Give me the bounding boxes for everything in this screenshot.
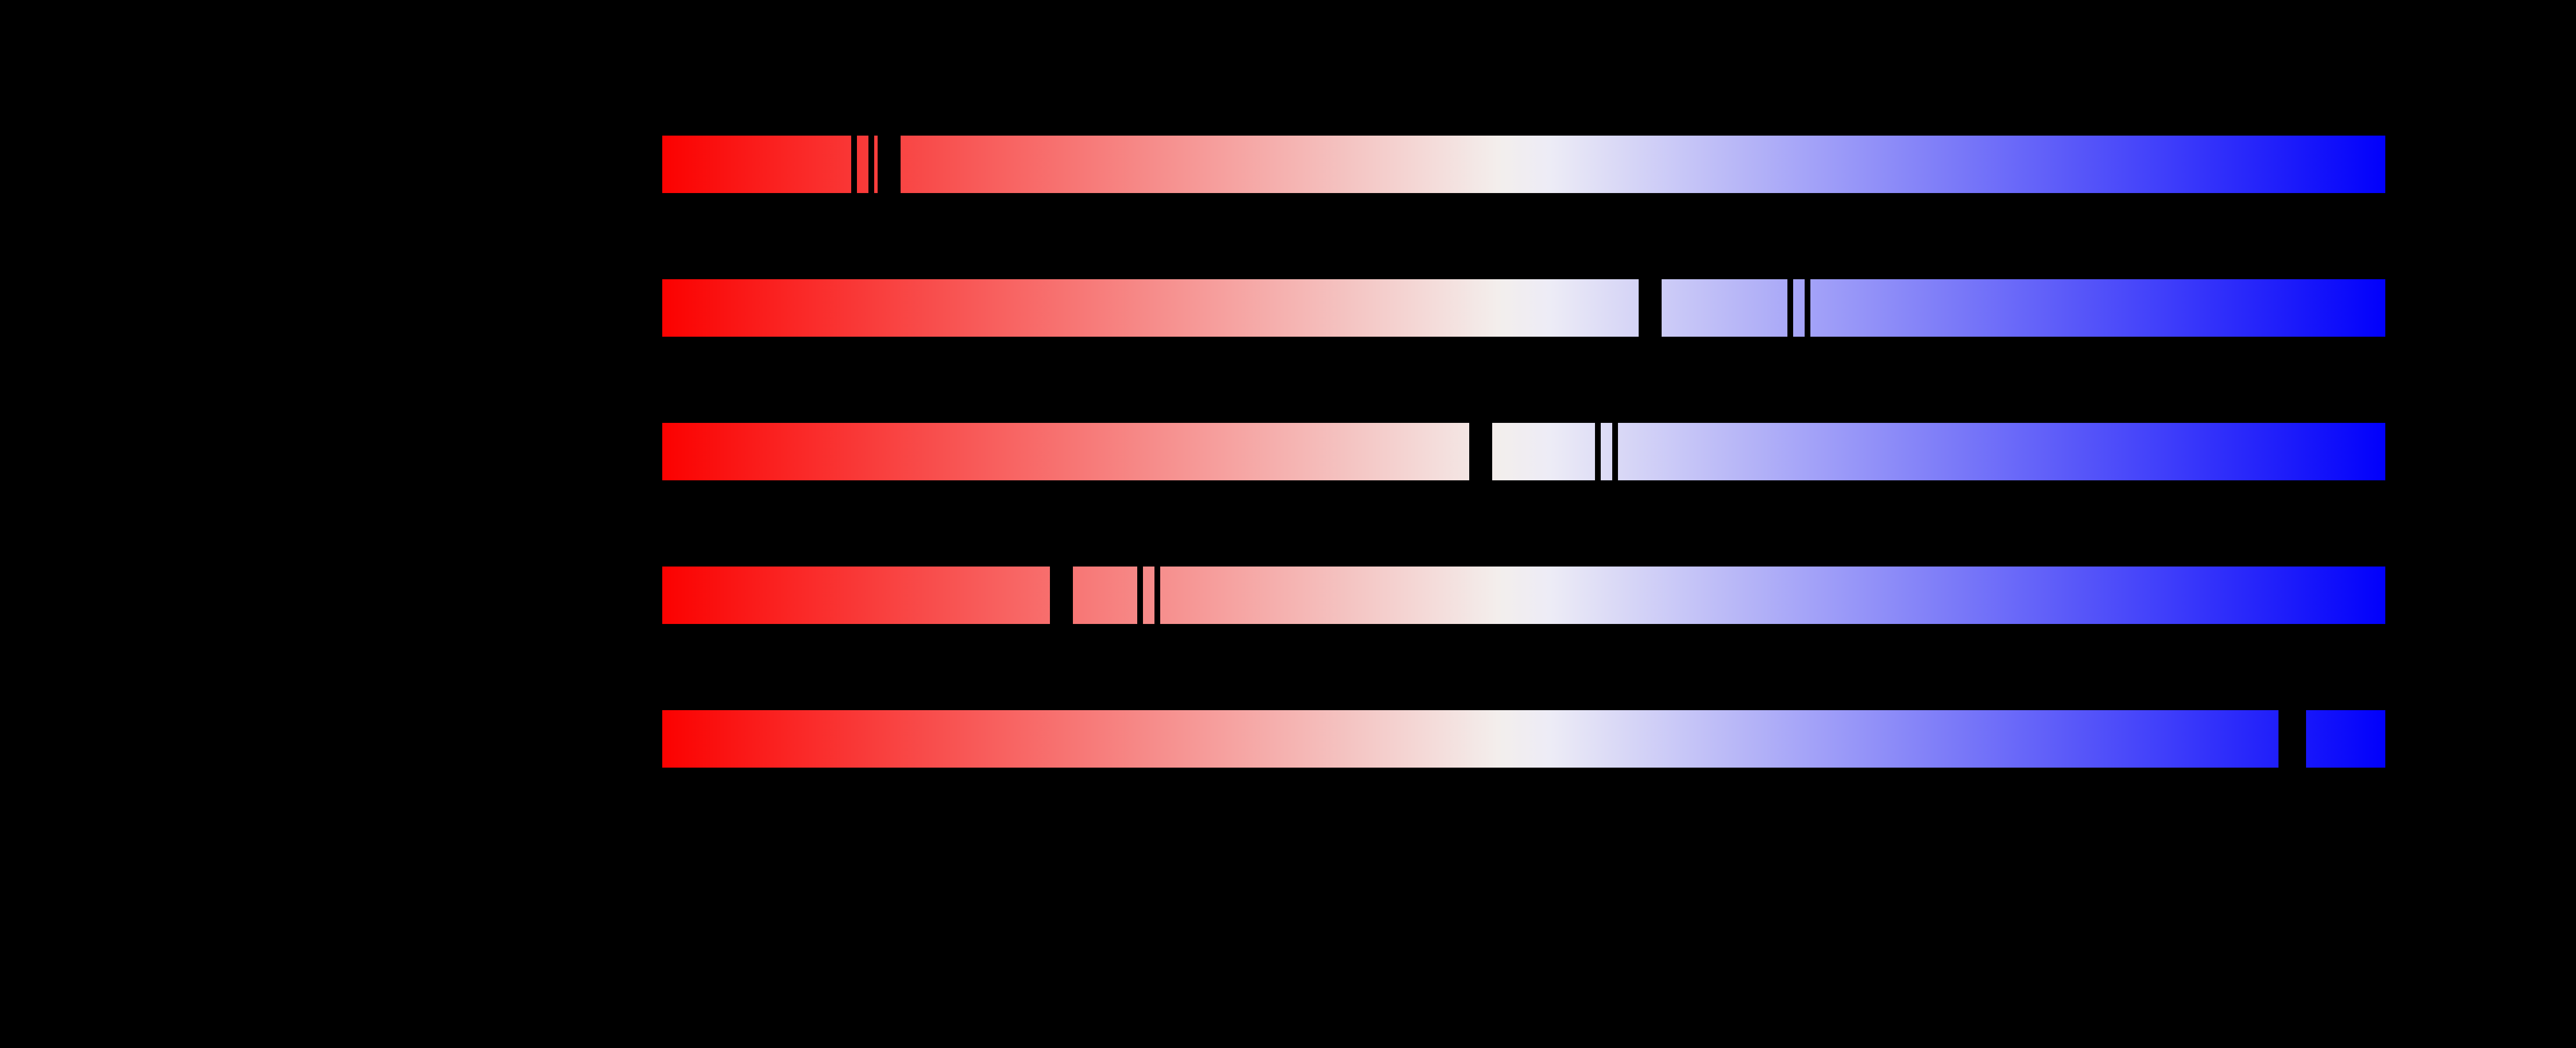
gradient-bar-row-1 (662, 136, 2386, 193)
solid-tick-marker (1639, 279, 1662, 337)
gradient-bar-row-5 (662, 710, 2386, 768)
gradient-bar-row-2 (662, 279, 2386, 337)
double-tick-marker-line (1137, 567, 1143, 624)
gradient-bar-row-4 (662, 567, 2386, 624)
double-tick-marker-line (868, 136, 874, 193)
double-tick-marker-line (1805, 279, 1811, 337)
solid-tick-marker (1469, 422, 1493, 480)
double-tick-marker-line (1787, 279, 1794, 337)
double-tick-marker-line (851, 136, 857, 193)
solid-tick-marker (2278, 710, 2307, 768)
double-tick-marker-line (1595, 422, 1601, 480)
gradient-bar-row-3 (662, 422, 2386, 480)
double-tick-marker-line (1612, 422, 1619, 480)
solid-tick-marker (1050, 567, 1073, 624)
solid-tick-marker (878, 136, 901, 193)
double-tick-marker-line (1154, 567, 1160, 624)
